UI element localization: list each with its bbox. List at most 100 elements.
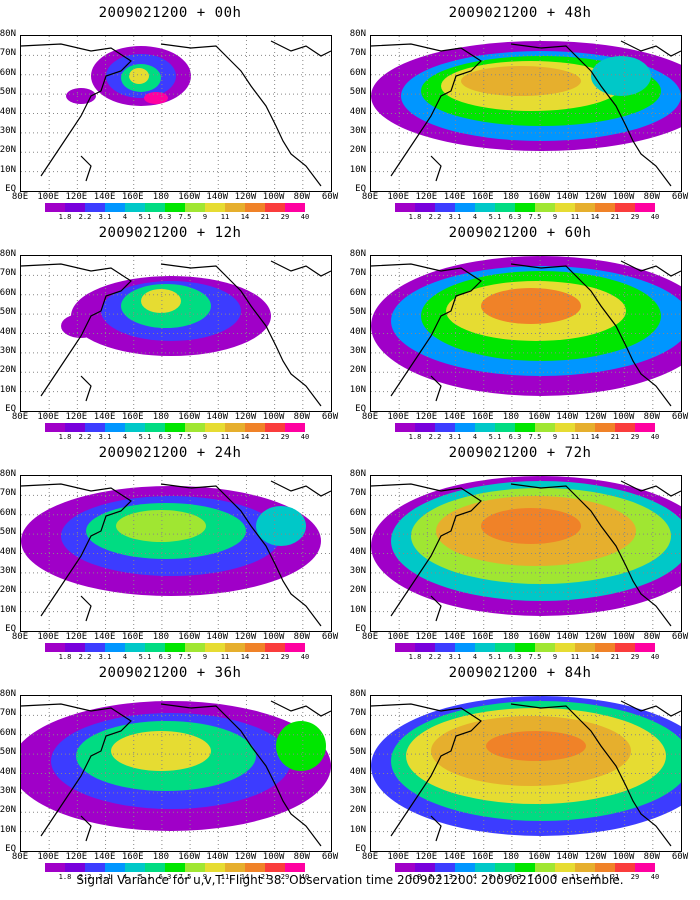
lon-tick-label: 80W [293,192,310,202]
map-panel: 2009021200 + 00h 80N 70N 60N 50N 40N 30N 20N 10N… [0,5,342,221]
colorbar-label: 3.1 [448,433,462,441]
colorbar-label: 3.1 [98,213,112,221]
colorbar-swatch [105,643,125,652]
colorbar-swatch [635,863,655,872]
colorbar-swatch [415,643,435,652]
panel-title: 2009021200 + 60h [448,225,592,241]
colorbar-swatch [45,203,65,212]
colorbar-label: 7.5 [178,873,192,881]
colorbar-label: 4 [122,213,128,221]
lat-tick-label: 60N [349,507,366,518]
lon-tick-label: 100E [37,192,60,202]
colorbar-swatch [515,863,535,872]
colorbar-swatch [125,203,145,212]
colorbar-swatch [415,203,435,212]
panel-title: 2009021200 + 24h [98,445,242,461]
lon-tick-label: 100E [387,852,410,862]
colorbar [45,643,305,652]
panel-title: 2009021200 + 84h [448,665,592,681]
map-panel: 2009021200 + 24h 80N 70N 60N 50N 40N 30N 20N 10N… [0,445,340,661]
lon-tick-label: 160E [471,192,494,202]
lon-tick-label: 100W [262,852,285,862]
map-panel: 2009021200 + 84h 80N 70N 60N 50N 40N 30N 20N 10N… [350,665,690,881]
colorbar-swatch [455,643,475,652]
colorbar-label: 14 [240,213,250,221]
colorbar-label: 6.3 [158,433,172,441]
colorbar-label: 4 [472,433,478,441]
colorbar-swatch [285,423,305,432]
colorbar-swatch [105,863,125,872]
coastline [80,375,92,402]
colorbar-label: 14 [240,653,250,661]
map-canvas [21,36,331,191]
colorbar-swatch [205,423,225,432]
lat-tick-label: 10N [349,164,366,175]
colorbar-label: 6.3 [158,653,172,661]
colorbar-swatch [45,863,65,872]
lat-tick-label: EQ [355,184,366,194]
lat-tick-label: 20N [349,145,366,156]
lon-tick-label: 100E [387,192,410,202]
lat-tick-label: 70N [0,488,16,499]
colorbar-label: 9 [202,213,208,221]
colorbar-swatch [495,643,515,652]
colorbar [395,423,655,432]
colorbar-swatch [125,643,145,652]
colorbar-swatch [435,203,455,212]
colorbar-swatch [615,643,635,652]
colorbar-label: 6.3 [508,653,522,661]
colorbar-label: 5.1 [138,653,152,661]
colorbar-label: 7.5 [528,433,542,441]
colorbar-label: 2.2 [78,433,92,441]
lat-tick-label: 20N [0,365,16,376]
colorbar-swatch [165,203,185,212]
colorbar-label: 14 [590,433,600,441]
lat-tick-label: 50N [0,527,16,538]
lat-tick-label: 20N [349,585,366,596]
lon-axis: 80E 100E 120E 140E 160E 180 160W 140W 120W 100W 80… [8,192,342,204]
colorbar-label: 29 [630,213,640,221]
colorbar-swatch [535,203,555,212]
colorbar-label: 5.1 [488,213,502,221]
lon-tick-label: 160W [528,192,550,202]
lon-tick-label: 120E [415,632,438,642]
map-canvas [21,256,331,411]
colorbar-label: 11 [570,433,580,441]
lon-tick-label: 80W [643,192,660,202]
map-panel: 2009021200 + 36h 80N 70N 60N 50N 40N 30N 20N 10N… [0,665,340,881]
colorbar-swatch [65,203,85,212]
lat-tick-label: EQ [355,404,366,414]
colorbar-swatch [65,643,85,652]
colorbar-label: 6.3 [508,873,522,881]
colorbar-swatch [65,863,85,872]
lon-tick-label: 80E [11,632,29,642]
lat-tick-label: 50N [0,87,16,98]
colorbar-swatch [165,863,185,872]
lat-tick-label: 70N [349,48,366,59]
coastline [371,43,482,177]
map-canvas [371,256,681,411]
colorbar-swatch [595,423,615,432]
lon-tick-label: 120W [584,412,607,422]
colorbar-swatch [185,423,205,432]
coastline [80,155,92,182]
colorbar-swatch [575,863,595,872]
colorbar-swatch [615,203,635,212]
colorbar-swatch [615,423,635,432]
lon-tick-label: 120E [65,852,88,862]
lon-tick-label: 120E [65,632,88,642]
lon-tick-label: 100W [612,412,635,422]
figure-caption: Signal Variance for u,v,T. Flight 38. Ob… [76,873,624,887]
lon-tick-label: 180 [152,632,170,642]
lon-tick-label: 140E [443,192,466,202]
colorbar-label: 3.1 [98,653,112,661]
lon-tick-label: 120W [234,852,257,862]
colorbar-swatch [495,863,515,872]
lon-tick-label: 140E [443,412,466,422]
colorbar-label: 3.1 [448,653,462,661]
variance-contour [111,731,211,771]
lon-tick-label: 160W [528,852,550,862]
lat-tick-label: 20N [349,365,366,376]
variance-contour [461,66,581,96]
lon-tick-label: 60W [671,412,689,422]
